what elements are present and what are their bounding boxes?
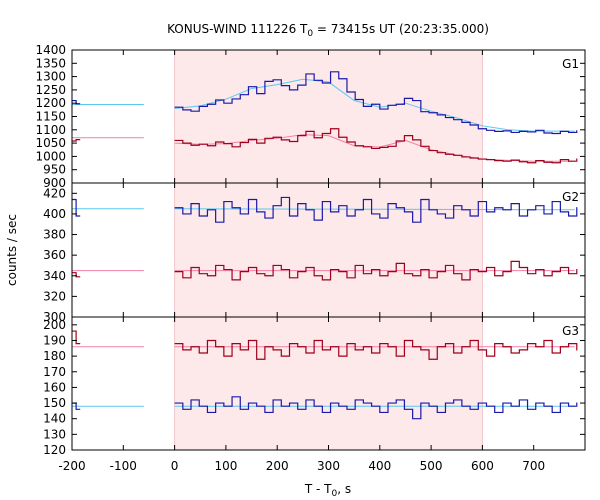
count-rate-steps-red [174,339,578,360]
x-tick-label: 100 [214,459,237,473]
y-tick-label: 140 [43,412,66,426]
panel-g1: 9009501000105011001150120012501300135014… [35,43,586,190]
x-tick-label: -100 [110,459,137,473]
y-tick-label: 360 [43,248,66,262]
y-tick-label: 120 [43,443,66,457]
y-tick-label: 900 [43,176,66,190]
y-tick-label: 340 [43,269,66,283]
chart-title-subscript: 0 [307,29,313,39]
y-tick-label: 170 [43,365,66,379]
y-tick-label: 300 [43,310,66,324]
y-tick-label: 1350 [35,56,66,70]
x-tick-label: 600 [471,459,494,473]
y-tick-label: 1250 [35,83,66,97]
x-tick-label: 400 [368,459,391,473]
highlight-interval [174,50,483,450]
y-tick-label: 1000 [35,149,66,163]
x-tick-label: -200 [58,459,85,473]
x-tick-label: 300 [317,459,340,473]
count-rate-steps-red [174,128,578,164]
y-tick-label: 1200 [35,96,66,110]
x-tick-label: 500 [420,459,443,473]
y-axis-label: counts / sec [5,214,19,286]
count-rate-steps-blue [174,396,578,420]
count-rate-steps-blue [174,71,578,135]
x-tick-label: 200 [266,459,289,473]
y-tick-label: 190 [43,333,66,347]
x-axis-label-subscript: 0 [332,489,338,499]
pre-burst-data-red [72,330,81,345]
y-tick-label: 1300 [35,70,66,84]
count-rate-steps-blue [174,196,578,223]
chart-title-main: KONUS-WIND 111226 T [167,22,308,36]
x-axis-label-rest: , s [337,482,351,496]
panel-label: G1 [562,57,579,71]
count-rate-steps-red [174,260,578,281]
panel-label: G2 [562,190,579,204]
chart-title: KONUS-WIND 111226 T0 = 73415s UT (20:23:… [167,22,489,39]
x-axis-label-main: T - T [304,482,332,496]
y-tick-label: 1050 [35,136,66,150]
x-axis-label: T - T0, s [304,482,351,499]
x-tick-label: 0 [171,459,179,473]
y-tick-label: 420 [43,186,66,200]
y-tick-label: 1150 [35,110,66,124]
y-tick-label: 130 [43,427,66,441]
chart-title-rest: = 73415s UT (20:23:35.000) [313,22,489,36]
y-tick-label: 320 [43,289,66,303]
y-tick-label: 200 [43,318,66,332]
pre-burst-data-blue [72,198,81,217]
fit-curve-blue [174,78,575,132]
pre-burst-data-red [72,139,81,142]
plot-area: 9009501000105011001150120012501300135014… [35,43,586,473]
y-tick-label: 150 [43,396,66,410]
y-tick-label: 180 [43,349,66,363]
y-tick-label: 380 [43,228,66,242]
y-tick-label: 400 [43,207,66,221]
y-tick-label: 160 [43,380,66,394]
y-tick-label: 1100 [35,123,66,137]
y-tick-label: 950 [43,163,66,177]
pre-burst-data-blue [72,99,81,105]
panel-label: G3 [562,324,579,338]
pre-burst-data-red [72,272,81,278]
y-tick-label: 1400 [35,43,66,57]
x-tick-label: 700 [522,459,545,473]
